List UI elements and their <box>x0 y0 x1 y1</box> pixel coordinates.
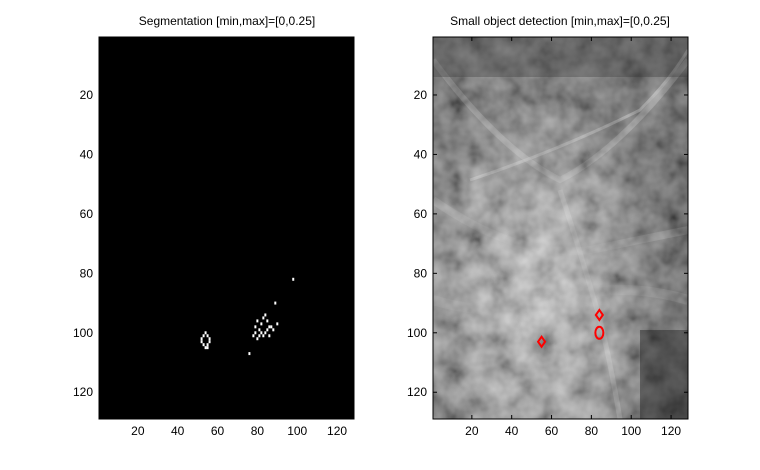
segmented-pixel <box>248 352 251 356</box>
segmented-pixel <box>258 334 261 338</box>
detection-axes-frame <box>432 36 689 420</box>
segmented-pixel <box>202 343 205 347</box>
detection-y-tick-label: 20 <box>414 88 428 102</box>
detection-y-tick-label: 120 <box>407 385 427 399</box>
detection-panel: Small object detection [min,max]=[0,0.25… <box>407 14 689 438</box>
segmented-pixel <box>260 322 263 326</box>
segmented-pixel <box>262 316 265 320</box>
segmented-pixel <box>202 334 205 338</box>
segmentation-y-tick-label: 60 <box>80 207 94 221</box>
segmented-pixel <box>262 334 265 338</box>
segmented-pixel <box>272 328 275 332</box>
segmentation-y-tick-label: 80 <box>80 266 94 280</box>
segmented-pixel <box>204 331 207 335</box>
segmented-pixel <box>258 328 261 332</box>
segmented-pixel <box>204 346 207 350</box>
detection-diamond-marker <box>594 308 605 322</box>
segmented-pixel <box>200 340 203 344</box>
segmentation-pixels <box>200 277 295 356</box>
segmentation-axes-frame <box>98 36 355 420</box>
detection-x-tick-label: 100 <box>621 424 641 438</box>
detection-x-ticks: 20 40 60 80 100 120 <box>465 37 681 438</box>
segmentation-x-tick-label: 120 <box>327 424 347 438</box>
segmentation-x-tick-label: 80 <box>251 424 265 438</box>
detection-x-tick-label: 80 <box>585 424 599 438</box>
segmented-pixel <box>206 343 209 347</box>
detection-y-ticks: 20 40 60 80 100 120 <box>407 88 688 399</box>
segmented-pixel <box>206 334 209 338</box>
segmented-pixel <box>276 322 279 326</box>
detection-x-tick-label: 60 <box>545 424 559 438</box>
segmented-pixel <box>208 337 211 341</box>
segmented-pixel <box>268 334 271 338</box>
segmentation-y-ticks: 20 40 60 80 100 120 <box>73 88 354 399</box>
segmentation-x-tick-label: 20 <box>131 424 145 438</box>
segmented-pixel <box>256 319 259 323</box>
segmented-pixel <box>208 340 211 344</box>
segmented-pixel <box>254 331 257 335</box>
segmentation-y-tick-label: 40 <box>80 147 94 161</box>
detection-y-tick-label: 80 <box>414 266 428 280</box>
segmentation-y-tick-label: 20 <box>80 88 94 102</box>
segmented-pixel <box>254 325 257 329</box>
segmented-pixel <box>268 325 271 329</box>
segmentation-panel: Segmentation [min,max]=[0,0.25] 20 40 60 80… <box>73 14 355 438</box>
mammogram-image <box>433 37 688 419</box>
segmented-pixel <box>292 277 295 281</box>
segmentation-x-tick-label: 40 <box>171 424 185 438</box>
segmentation-x-tick-label: 100 <box>287 424 307 438</box>
segmented-pixel <box>264 313 267 317</box>
detection-x-tick-label: 120 <box>661 424 681 438</box>
detection-y-tick-label: 40 <box>414 147 428 161</box>
segmented-pixel <box>256 337 259 341</box>
segmentation-y-tick-label: 100 <box>73 326 93 340</box>
segmentation-title: Segmentation [min,max]=[0,0.25] <box>139 14 315 28</box>
segmentation-x-tick-label: 60 <box>211 424 225 438</box>
segmented-pixel <box>260 331 263 335</box>
detection-title: Small object detection [min,max]=[0,0.25… <box>450 14 670 28</box>
segmented-pixel <box>274 301 277 305</box>
segmented-pixel <box>200 337 203 341</box>
segmented-pixel <box>264 331 267 335</box>
detection-x-tick-label: 40 <box>505 424 519 438</box>
segmented-pixel <box>266 319 269 323</box>
detection-diamond-marker <box>536 334 547 349</box>
detection-y-tick-label: 100 <box>407 326 427 340</box>
detection-x-tick-label: 20 <box>465 424 479 438</box>
detection-y-tick-label: 60 <box>414 207 428 221</box>
segmented-pixel <box>270 325 273 329</box>
segmentation-x-ticks: 20 40 60 80 100 120 <box>131 37 347 438</box>
detection-ring-marker <box>594 325 605 340</box>
segmentation-image-background <box>99 37 354 419</box>
detection-markers <box>536 308 605 349</box>
segmented-pixel <box>266 328 269 332</box>
segmented-pixel <box>252 334 255 338</box>
segmented-pixel <box>206 346 209 350</box>
segmentation-y-tick-label: 120 <box>73 385 93 399</box>
